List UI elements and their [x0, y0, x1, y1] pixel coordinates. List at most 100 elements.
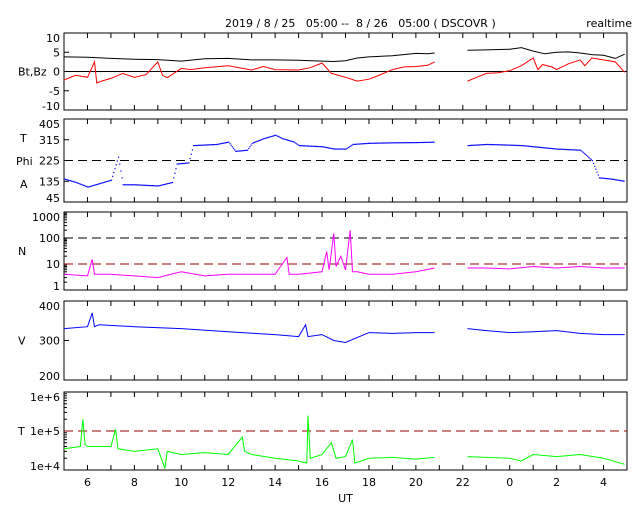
data-point-phi: [592, 162, 595, 165]
data-point-phi: [167, 183, 169, 185]
data-point-phi: [326, 147, 328, 149]
data-point-phi: [618, 179, 620, 181]
data-point-phi: [421, 141, 423, 144]
y-tick-label: 200: [39, 370, 60, 383]
y-axis-label-temperature: T: [17, 425, 25, 438]
data-point-phi: [311, 145, 313, 147]
data-point-phi: [265, 137, 267, 139]
data-point-phi: [129, 184, 131, 186]
data-point-phi: [589, 157, 591, 160]
data-point-phi: [76, 182, 79, 184]
data-point-phi: [245, 149, 248, 151]
data-point-phi: [232, 147, 235, 149]
data-point-phi: [121, 177, 123, 179]
y-tick-label: 405: [39, 118, 60, 131]
data-point-phi: [211, 144, 213, 146]
y-tick-label: 135: [39, 175, 60, 188]
data-point-phi: [502, 144, 504, 146]
y-tick-label: 5: [53, 46, 60, 59]
data-point-phi: [401, 142, 403, 144]
data-point-phi: [563, 148, 565, 151]
data-point-phi: [404, 142, 406, 144]
data-point-phi: [578, 149, 581, 151]
data-point-phi: [614, 179, 616, 181]
data-point-phi: [208, 144, 210, 146]
data-point-phi: [501, 144, 503, 146]
data-point-phi: [235, 150, 237, 152]
data-point-phi: [598, 177, 601, 179]
data-point-phi: [302, 145, 304, 147]
data-point-phi: [201, 144, 203, 146]
data-point-phi: [562, 148, 564, 150]
realtime-label: realtime: [586, 17, 632, 30]
data-point-phi: [249, 146, 251, 148]
data-point-phi: [110, 179, 113, 181]
data-point-phi: [539, 146, 541, 148]
data-point-phi: [546, 147, 548, 149]
data-point-phi: [509, 144, 511, 146]
x-tick-label: 20: [409, 476, 423, 489]
data-point-phi: [523, 145, 525, 147]
data-point-phi: [490, 143, 493, 146]
data-point-phi: [417, 141, 419, 144]
data-point-phi: [271, 135, 273, 137]
data-point-phi: [427, 141, 429, 143]
data-point-phi: [480, 144, 482, 146]
data-point-phi: [475, 144, 477, 146]
data-point-phi: [387, 142, 389, 144]
data-point-phi: [218, 143, 221, 145]
data-point-phi: [544, 147, 547, 149]
series-line-v: [63, 312, 435, 344]
data-point-phi: [610, 178, 612, 180]
data-point-phi: [256, 140, 258, 143]
data-point-phi: [98, 183, 100, 185]
data-point-phi: [120, 170, 122, 172]
data-point-phi: [554, 148, 556, 150]
data-point-phi: [496, 144, 499, 146]
data-point-phi: [616, 179, 618, 181]
data-point-phi: [568, 149, 570, 151]
data-point-phi: [173, 177, 175, 179]
data-point-phi: [556, 148, 558, 150]
data-point-phi: [160, 184, 162, 186]
data-point-phi: [291, 140, 293, 143]
data-point-phi: [210, 144, 212, 146]
data-point-phi: [75, 181, 77, 184]
chart-title: 2019 / 8 / 25 05:00 -- 8 / 26 05:00 ( DS…: [225, 17, 496, 30]
data-point-phi: [390, 142, 392, 144]
x-tick-label: 4: [600, 476, 607, 489]
data-point-phi: [142, 184, 144, 186]
data-point-phi: [80, 183, 82, 185]
data-point-phi: [366, 142, 368, 145]
data-point-phi: [420, 141, 422, 144]
data-point-phi: [269, 136, 271, 138]
data-point-phi: [609, 178, 611, 180]
data-point-phi: [603, 177, 605, 179]
data-point-phi: [492, 144, 494, 146]
data-point-phi: [205, 144, 208, 146]
data-point-phi: [85, 185, 87, 187]
data-point-phi: [330, 147, 332, 149]
data-point-phi: [542, 147, 544, 149]
data-point-phi: [397, 142, 399, 144]
data-point-phi: [143, 184, 145, 186]
data-point-phi: [558, 148, 561, 150]
data-point-phi: [428, 141, 430, 143]
data-point-phi: [277, 135, 279, 137]
data-point-phi: [73, 181, 75, 183]
data-point-phi: [310, 145, 312, 147]
data-point-phi: [489, 143, 491, 146]
data-point-phi: [388, 142, 391, 144]
x-tick-label: 22: [456, 476, 470, 489]
data-point-phi: [588, 156, 590, 159]
data-point-phi: [276, 135, 278, 137]
x-tick-label: 16: [315, 476, 329, 489]
data-point-phi: [395, 142, 398, 144]
data-point-phi: [286, 139, 289, 141]
data-point-phi: [571, 149, 574, 151]
data-point-phi: [74, 181, 76, 183]
data-point-phi: [500, 144, 502, 146]
data-point-phi: [467, 145, 469, 147]
data-point-phi: [69, 180, 72, 182]
